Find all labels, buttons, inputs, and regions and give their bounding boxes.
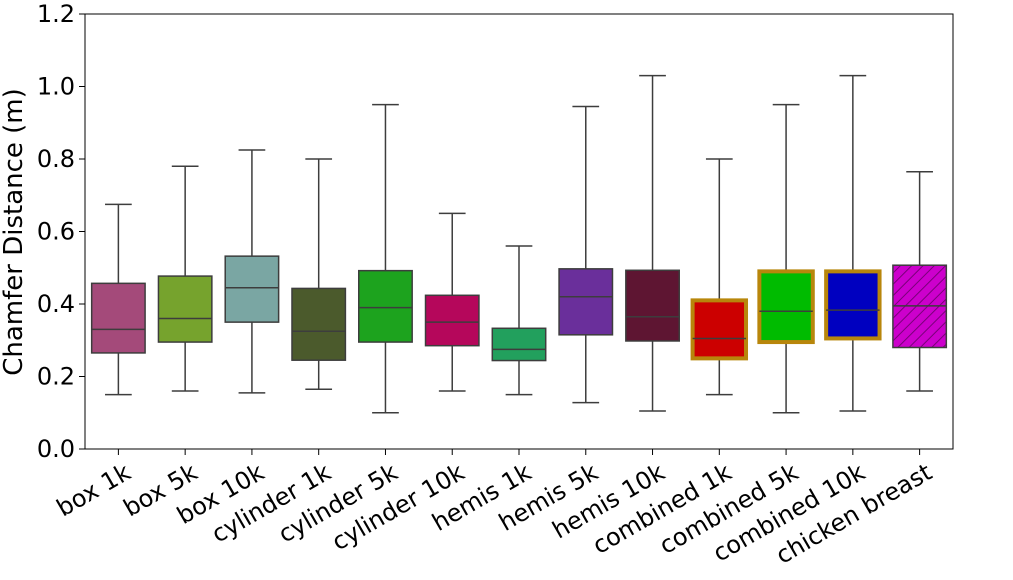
box — [424, 294, 480, 347]
box — [558, 268, 614, 336]
y-tick-label: 0.8 — [37, 145, 75, 173]
y-tick-label: 0.6 — [37, 218, 75, 246]
box — [690, 298, 749, 361]
x-tick-label: box 1k — [52, 458, 136, 522]
y-axis-title: Chamfer Distance (m) — [0, 88, 29, 376]
box — [358, 269, 413, 343]
box — [824, 269, 882, 341]
box — [625, 269, 680, 342]
box — [491, 327, 547, 362]
box — [224, 255, 280, 323]
box — [90, 282, 146, 354]
y-tick-label: 0.4 — [37, 290, 75, 318]
y-tick-label: 1.2 — [37, 0, 75, 28]
y-tick-label: 0.2 — [37, 363, 75, 391]
box — [157, 275, 213, 343]
y-tick-label: 1.0 — [37, 73, 75, 101]
y-tick-label: 0.0 — [37, 435, 75, 463]
box — [291, 287, 347, 361]
box — [757, 269, 815, 345]
